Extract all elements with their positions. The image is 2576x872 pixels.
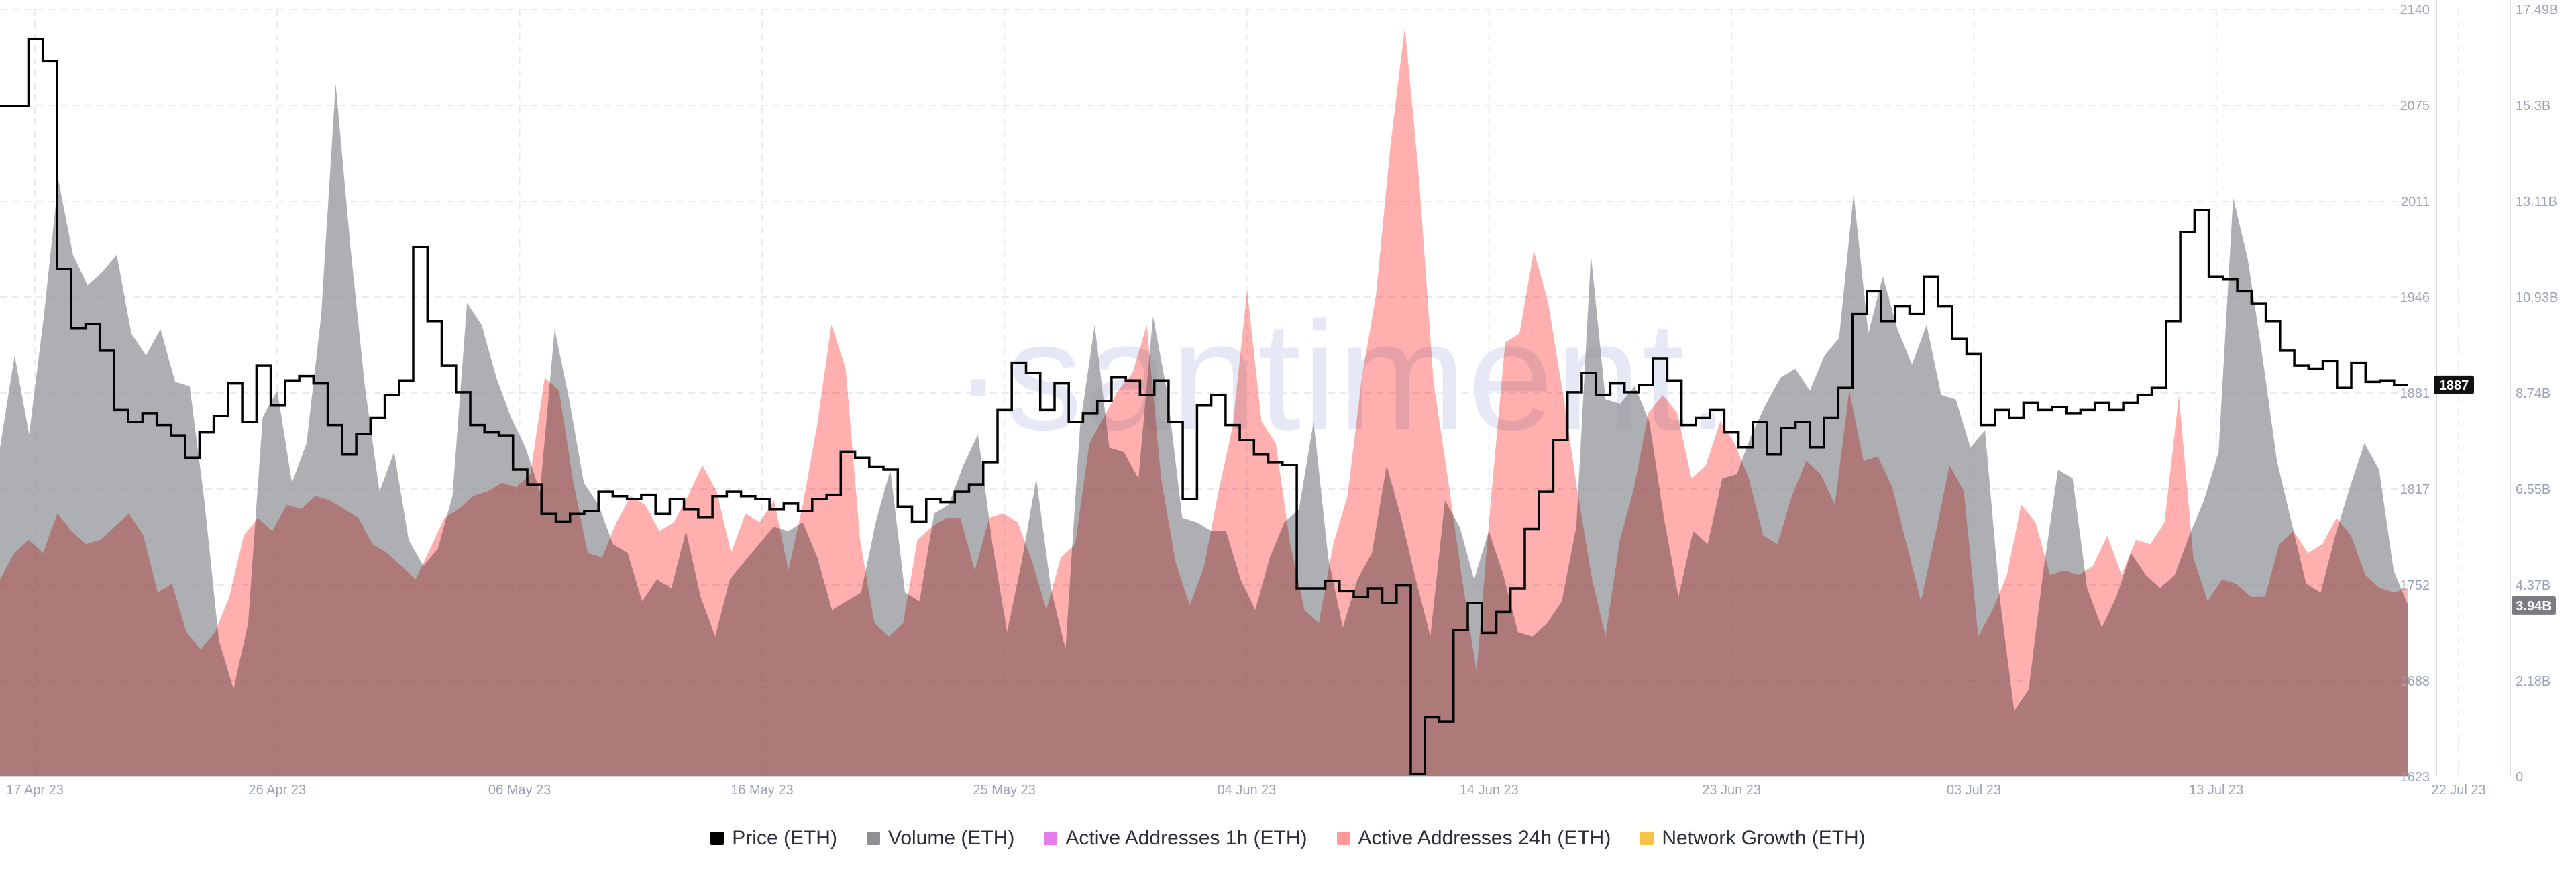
x-tick-label: 17 Apr 23 [6, 783, 64, 798]
volume-tick-label: 8.74B [2516, 386, 2551, 401]
volume-tick-label: 10.93B [2516, 290, 2558, 305]
price-tick-label: 1623 [2400, 770, 2430, 785]
price-tick-label: 2075 [2400, 99, 2430, 113]
legend-swatch [1640, 832, 1654, 845]
x-tick-label: 23 Jun 23 [1702, 783, 1761, 798]
x-tick-label: 06 May 23 [488, 783, 551, 798]
x-tick-label: 04 Jun 23 [1218, 783, 1277, 798]
active-addresses-24h-area [0, 26, 2408, 777]
price-line [0, 38, 2408, 775]
current-volume-label: 3.94B [2516, 599, 2551, 614]
price-axis-ticks: 2140 2075 2011 1946 1881 1817 1752 1688 1623 [2400, 3, 2430, 785]
legend-swatch [866, 832, 880, 845]
legend-label: Price (ETH) [732, 827, 837, 849]
legend-item[interactable]: Network Growth (ETH) [1640, 827, 1866, 850]
legend-label: Active Addresses 1h (ETH) [1065, 827, 1307, 849]
current-volume-badge [2512, 596, 2556, 615]
active-addresses-24h-area-path [0, 26, 2408, 777]
volume-tick-label: 4.37B [2516, 578, 2551, 593]
price-step-line [0, 38, 2408, 775]
volume-tick-label: 17.49B [2516, 3, 2558, 17]
legend-item[interactable]: Active Addresses 1h (ETH) [1044, 827, 1307, 850]
chart-canvas: ·santiment. 2140207520111946188118171752… [0, 0, 2558, 798]
legend: Price (ETH) Volume (ETH) Active Addresses … [0, 824, 2576, 853]
x-tick-label: 25 May 23 [973, 783, 1036, 798]
x-tick-label: 26 Apr 23 [248, 783, 306, 798]
legend-label: Volume (ETH) [888, 827, 1015, 849]
x-axis-ticks: 17 Apr 23 26 Apr 23 06 May 23 16 May 23 25 M… [6, 783, 2485, 798]
legend-swatch [1336, 832, 1350, 845]
volume-axis-ticks: 17.49B 15.3B 13.11B 10.93B 8.74B 6.55B 4.37B 2.… [2516, 3, 2558, 785]
current-value-badges: 1887 3.94B [2434, 375, 2556, 615]
price-tick-label: 1817 [2400, 482, 2430, 497]
legend-item[interactable]: Volume (ETH) [866, 827, 1015, 850]
x-tick-label: 16 May 23 [731, 783, 793, 798]
volume-tick-label: 2.18B [2516, 674, 2551, 689]
current-price-label: 1887 [2439, 378, 2469, 393]
volume-tick-label: 0 [2516, 770, 2523, 785]
current-price-badge [2434, 375, 2474, 394]
legend-item[interactable]: Active Addresses 24h (ETH) [1336, 827, 1611, 850]
x-tick-label: 13 Jul 23 [2189, 783, 2243, 798]
price-tick-label: 1946 [2400, 290, 2430, 305]
volume-tick-label: 6.55B [2516, 482, 2551, 497]
legend-swatch [1044, 832, 1058, 845]
price-tick-label: 1752 [2400, 578, 2430, 593]
x-tick-label: 03 Jul 23 [1947, 783, 2001, 798]
legend-label: Active Addresses 24h (ETH) [1358, 827, 1611, 849]
price-tick-label: 1688 [2400, 674, 2430, 689]
legend-swatch [710, 832, 724, 845]
x-tick-label: 14 Jun 23 [1460, 783, 1519, 798]
price-tick-label: 2011 [2401, 195, 2430, 209]
volume-tick-label: 13.11B [2516, 195, 2557, 209]
volume-tick-label: 15.3B [2516, 99, 2551, 113]
x-tick-label: 22 Jul 23 [2431, 783, 2485, 798]
price-tick-label: 1881 [2400, 386, 2430, 401]
legend-item[interactable]: Price (ETH) [710, 827, 837, 850]
legend-label: Network Growth (ETH) [1662, 827, 1866, 849]
price-tick-label: 2140 [2400, 3, 2430, 17]
